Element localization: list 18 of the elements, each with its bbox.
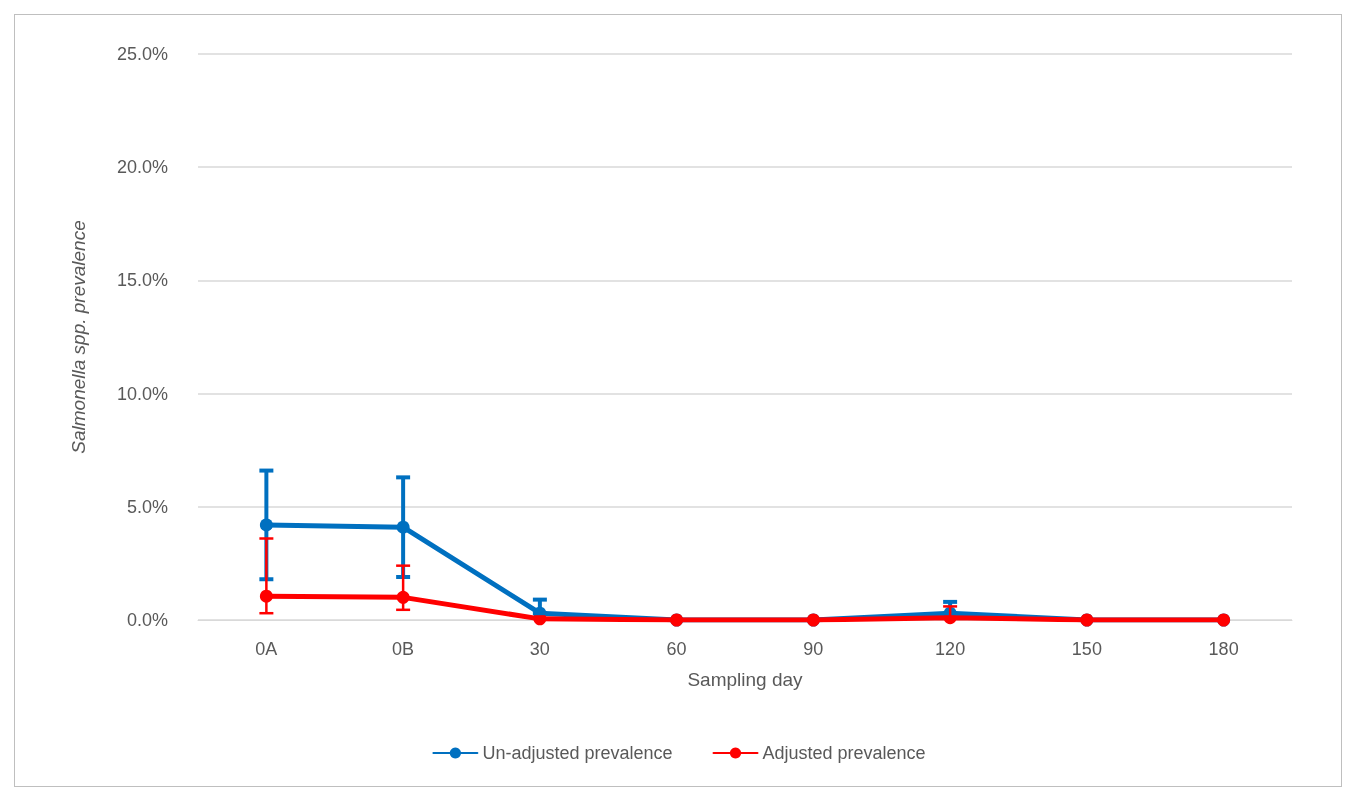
x-tick-label: 60 (666, 639, 687, 659)
x-tick-label: 150 (1071, 639, 1102, 659)
y-tick-label: 20.0% (116, 157, 168, 178)
y-tick-label: 0.0% (126, 610, 168, 630)
y-tick-label: 25.0% (116, 44, 168, 64)
legend-label: Adjusted prevalence (762, 743, 926, 763)
x-tick-label: 0A (255, 639, 278, 659)
y-axis-title: Salmonella spp. prevalence (68, 220, 89, 454)
y-tick-label: 15.0% (116, 270, 168, 291)
y-tick-label: 5.0% (126, 496, 168, 517)
x-tick-label: 90 (803, 639, 824, 659)
x-axis-title: Sampling day (687, 669, 804, 690)
legend-label: Un-adjusted prevalence (482, 743, 673, 763)
x-tick-label: 120 (935, 639, 966, 659)
y-tick-label: 10.0% (116, 383, 168, 404)
x-tick-label: 0B (392, 639, 415, 659)
x-tick-label: 30 (529, 639, 550, 659)
x-tick-label: 180 (1208, 639, 1239, 659)
